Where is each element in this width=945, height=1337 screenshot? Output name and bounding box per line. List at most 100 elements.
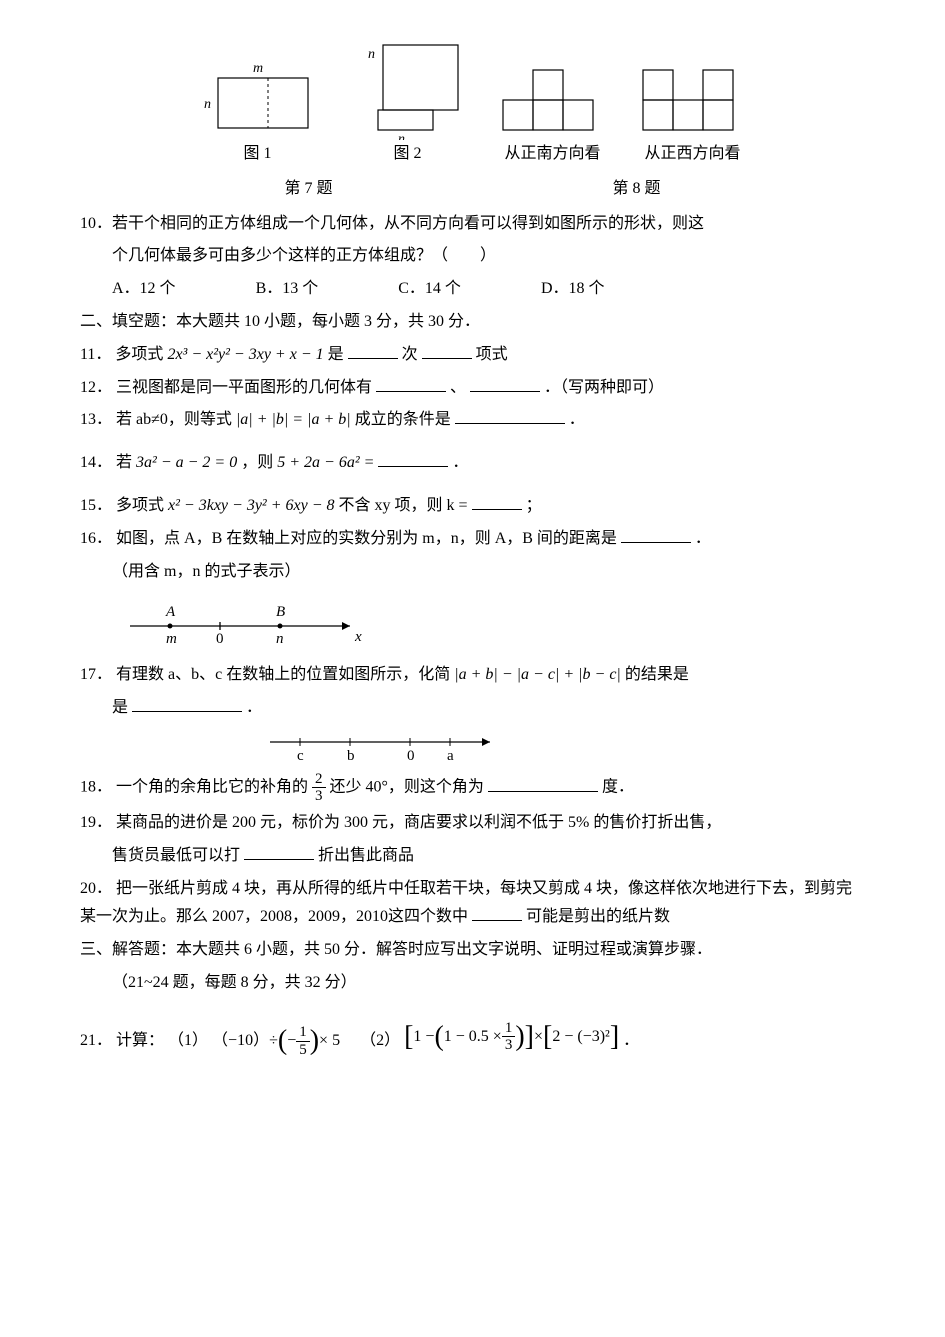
q13-pre: 若 ab≠0，则等式: [116, 411, 232, 428]
question-19: 19． 某商品的进价是 200 元，标价为 300 元，商店要求以利润不低于 5…: [80, 809, 865, 838]
q17-is: 是: [112, 699, 128, 716]
q12-blank1[interactable]: [376, 375, 446, 392]
q19-line1: 某商品的进价是 200 元，标价为 300 元，商店要求以利润不低于 5% 的售…: [116, 814, 721, 831]
q13-blank[interactable]: [455, 407, 565, 424]
figure-2: n n 图 2: [348, 40, 468, 169]
q21-p2-frac-den: 3: [502, 1037, 516, 1054]
q21-p2-frac-num: 1: [502, 1020, 516, 1038]
q13-expr: |a| + |b| = |a + b|: [236, 411, 351, 428]
q20-line1: 把一张纸片剪成 4 块，再从所得的纸片中任取若干块，每块又剪成 4 块，像这样依…: [80, 880, 852, 926]
q10-opt-d: D．18 个: [541, 275, 605, 304]
q20-tail: 可能是剪出的纸片数: [526, 908, 670, 925]
question-16: 16． 如图，点 A，B 在数轴上对应的实数分别为 m，n，则 A，B 间的距离…: [80, 525, 865, 554]
figure-south: 从正南方向看: [498, 60, 608, 169]
bracket-close-icon-2: ]: [610, 1012, 619, 1062]
q10-opt-a: A．12 个: [112, 275, 176, 304]
q15-mid: 不含 xy 项，则 k =: [339, 497, 468, 514]
q21-p2-a: 1 −: [413, 1023, 434, 1052]
section-3-sub: （21~24 题，每题 8 分，共 32 分）: [112, 969, 865, 998]
q18-blank[interactable]: [488, 775, 598, 792]
q10-opt-b: B．13 个: [256, 275, 319, 304]
q14-pre: 若: [116, 454, 132, 471]
south-svg: [498, 60, 608, 140]
q17-post: 的结果是: [625, 666, 689, 683]
q17-tail: ．: [246, 699, 262, 716]
q14-tail: ．: [452, 454, 468, 471]
question-10: 10．若干个相同的正方体组成一个几何体，从不同方向看可以得到如图所示的形状，则这: [80, 210, 865, 239]
q10-text-a: 若干个相同的正方体组成一个几何体，从不同方向看可以得到如图所示的形状，则这: [112, 215, 704, 232]
q16-numberline: A B m 0 n x: [120, 596, 865, 651]
fig2-svg: n n: [348, 40, 468, 140]
q18-frac-den: 3: [312, 788, 326, 805]
fig1-svg: m n: [198, 60, 318, 140]
q15-blank[interactable]: [472, 493, 522, 510]
q16-label-n: n: [276, 631, 284, 647]
q20-num: 20．: [80, 880, 112, 897]
q18-pre: 一个角的余角比它的补角的: [116, 779, 308, 796]
q10-options: A．12 个 B．13 个 C．14 个 D．18 个: [112, 275, 865, 304]
q20-blank[interactable]: [472, 904, 522, 921]
question-17: 17． 有理数 a、b、c 在数轴上的位置如图所示，化简 |a + b| − |…: [80, 661, 865, 690]
q14-mid: ，则: [241, 454, 273, 471]
q21-p1-frac-den: 5: [296, 1042, 310, 1059]
q17-num: 17．: [80, 666, 112, 683]
q18-tail: 度．: [602, 779, 634, 796]
q11-expr: 2x³ − x²y² − 3xy + x − 1: [167, 346, 323, 363]
q11-num: 11．: [80, 346, 111, 363]
q21-neg: −: [287, 1027, 296, 1056]
q16-label-m: m: [166, 631, 177, 647]
q15-tail: ；: [526, 497, 542, 514]
q14-expr2: 5 + 2a − 6a² =: [277, 454, 374, 471]
question-21: 21． 计算： （1） （−10）÷ ( − 1 5 ) × 5 （2） [ 1…: [80, 1012, 865, 1067]
q14-num: 14．: [80, 454, 112, 471]
q13-tail: ．: [569, 411, 585, 428]
q17-expr: |a + b| − |a − c| + |b − c|: [454, 666, 621, 683]
q12-tail: ．（写两种即可）: [544, 379, 664, 396]
q11-blank2[interactable]: [422, 342, 472, 359]
q15-pre: 多项式: [116, 497, 164, 514]
q16-label-zero: 0: [216, 631, 224, 647]
south-caption: 从正南方向看: [498, 140, 608, 169]
q10-text-b: 个几何体最多可由多少个这样的正方体组成？（ ）: [112, 242, 865, 271]
q21-p1-expr: （−10）÷ ( − 1 5 ) × 5: [212, 1016, 340, 1066]
question-14: 14． 若 3a² − a − 2 = 0 ，则 5 + 2a − 6a² = …: [80, 449, 865, 478]
q19-line2-wrap: 售货员最低可以打 折出售此商品: [112, 842, 865, 871]
q13-post: 成立的条件是: [355, 411, 451, 428]
q19-line2: 售货员最低可以打: [112, 847, 240, 864]
west-caption: 从正西方向看: [638, 140, 748, 169]
q16-label-x: x: [354, 629, 362, 645]
q16-label-a: A: [165, 604, 176, 620]
figure-1: m n 图 1: [198, 60, 318, 169]
q21-label: 计算：: [116, 1032, 164, 1049]
fig2-caption: 图 2: [348, 140, 468, 169]
q12-sep: 、: [450, 379, 466, 396]
q19-blank[interactable]: [244, 843, 314, 860]
q16-label-b-upper: B: [276, 604, 285, 620]
q18-num: 18．: [80, 779, 112, 796]
question-18: 18． 一个角的余角比它的补角的 2 3 还少 40°，则这个角为 度．: [80, 771, 865, 805]
q10-number: 10．: [80, 215, 112, 232]
q17-blank[interactable]: [132, 695, 242, 712]
q21-p2-expr: [ 1 − ( 1 − 0.5 × 1 3 ) ] × [ 2 − (−3)² …: [404, 1012, 619, 1062]
q11-t2: 项式: [476, 346, 508, 363]
q17-line2: 是 ．: [112, 694, 865, 723]
figure-row-top: m n 图 1 n n 图 2 从正南方向看: [80, 40, 865, 169]
question-15: 15． 多项式 x² − 3kxy − 3y² + 6xy − 8 不含 xy …: [80, 492, 865, 521]
question-13: 13． 若 ab≠0，则等式 |a| + |b| = |a + b| 成立的条件…: [80, 406, 865, 435]
fig1-caption: 图 1: [198, 140, 318, 169]
q10-opt-c: C．14 个: [398, 275, 461, 304]
q19-num: 19．: [80, 814, 112, 831]
q12-blank2[interactable]: [470, 375, 540, 392]
q21-num: 21．: [80, 1032, 112, 1049]
question-11: 11． 多项式 2x³ − x²y² − 3xy + x − 1 是 次 项式: [80, 341, 865, 370]
q7-caption: 第 7 题: [284, 175, 332, 204]
q16-blank[interactable]: [621, 526, 691, 543]
q11-blank1[interactable]: [348, 342, 398, 359]
q8-caption: 第 8 题: [613, 175, 661, 204]
bracket-open-icon: [: [404, 1012, 413, 1062]
section-3-header: 三、解答题：本大题共 6 小题，共 50 分．解答时应写出文字说明、证明过程或演…: [80, 936, 865, 965]
paren-open-icon: (: [278, 1016, 287, 1066]
q16-num: 16．: [80, 530, 112, 547]
q14-blank[interactable]: [378, 450, 448, 467]
q21-p2-c: ×: [534, 1023, 543, 1052]
